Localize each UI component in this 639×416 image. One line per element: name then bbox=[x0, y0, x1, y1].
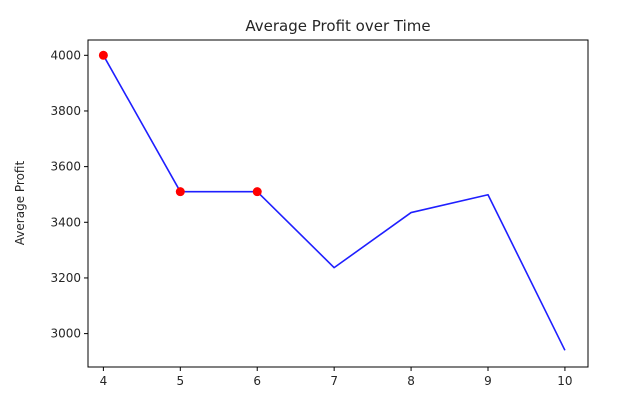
x-tick-label: 9 bbox=[484, 374, 492, 388]
y-axis-label: Average Profit bbox=[13, 161, 27, 246]
y-tick-label: 3600 bbox=[50, 160, 81, 174]
highlight-point bbox=[252, 187, 262, 197]
x-tick-label: 10 bbox=[557, 374, 572, 388]
y-tick-label: 3800 bbox=[50, 104, 81, 118]
x-tick-label: 4 bbox=[100, 374, 108, 388]
chart-title: Average Profit over Time bbox=[245, 17, 430, 35]
x-tick-label: 6 bbox=[253, 374, 261, 388]
y-tick-label: 3000 bbox=[50, 327, 81, 341]
y-tick-label: 3200 bbox=[50, 271, 81, 285]
y-tick-label: 4000 bbox=[50, 48, 81, 62]
x-tick-label: 7 bbox=[330, 374, 338, 388]
plot-area: 4 5 6 7 8 9 10 3000 3200 3400 3600 3800 4000 bbox=[50, 39, 589, 388]
highlight-point bbox=[175, 187, 185, 197]
plot-frame bbox=[87, 39, 589, 368]
y-tick-label: 3400 bbox=[50, 215, 81, 229]
x-tick-label: 5 bbox=[176, 374, 184, 388]
series-line bbox=[102, 54, 566, 351]
x-tick-label: 8 bbox=[407, 374, 415, 388]
highlight-point bbox=[98, 50, 108, 60]
